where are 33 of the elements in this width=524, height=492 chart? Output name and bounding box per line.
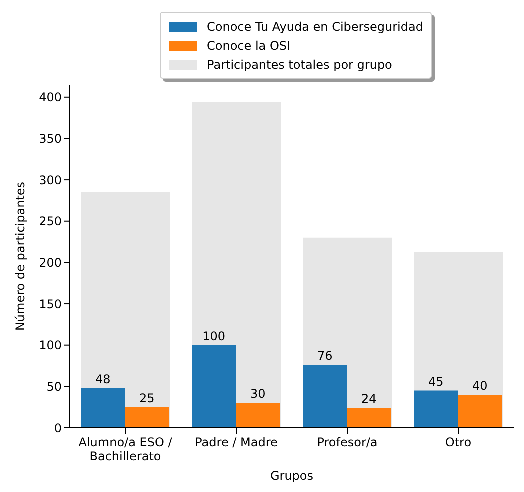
legend-label: Conoce la OSI xyxy=(207,38,291,52)
legend-label: Participantes totales por grupo xyxy=(207,58,392,72)
data-label: 76 xyxy=(317,349,333,364)
y-tick-label: 100 xyxy=(39,338,62,353)
y-tick-label: 50 xyxy=(46,380,62,394)
bar xyxy=(192,345,236,428)
x-tick-label: Otro xyxy=(445,436,472,450)
x-tick-label: Profesor/a xyxy=(317,436,378,450)
data-label: 40 xyxy=(472,378,488,393)
y-axis-title: Número de participantes xyxy=(13,182,28,332)
y-tick-label: 0 xyxy=(54,421,62,436)
bar xyxy=(236,403,280,428)
x-tick-label: Padre / Madre xyxy=(195,436,278,450)
data-label: 30 xyxy=(250,387,266,402)
data-label: 24 xyxy=(361,392,377,406)
data-label: 100 xyxy=(202,329,226,344)
data-label: 48 xyxy=(95,372,111,386)
data-label: 45 xyxy=(428,374,444,389)
bar xyxy=(303,365,348,428)
x-tick-label: Alumno/a ESO / Bachillerato xyxy=(78,436,174,464)
bar xyxy=(458,394,502,428)
bar xyxy=(414,390,458,428)
y-tick-label: 400 xyxy=(39,90,62,105)
bar xyxy=(81,388,126,428)
y-tick-label: 350 xyxy=(39,132,62,146)
y-tick-label: 250 xyxy=(39,214,62,229)
y-tick-label: 300 xyxy=(39,173,62,188)
y-tick-label: 150 xyxy=(39,297,62,312)
bar xyxy=(125,407,170,428)
y-tick-label: 200 xyxy=(39,256,62,270)
legend-label: Conoce Tu Ayuda en Ciberseguridad xyxy=(207,20,424,34)
bar xyxy=(347,408,392,428)
data-label: 25 xyxy=(139,391,155,406)
